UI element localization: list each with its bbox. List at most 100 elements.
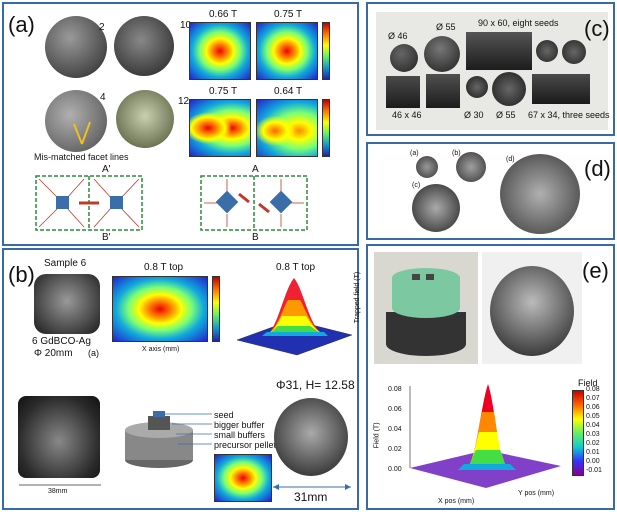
sample-photo-2b [114,16,174,76]
panel-e: (e) Field 0.08 0.07 0.06 0.05 0.04 0.03 … [366,244,615,510]
photo-number-10: 10 [180,20,192,31]
sample-caption-line1: 6 GdBCO-Ag [32,336,91,347]
sample-block-90x60 [466,32,532,70]
size-label-5: Ø 30 [464,110,484,120]
contour-colorbar [212,276,220,342]
legend-small-buffers: small buffers [214,430,265,440]
legend-val-3: 0.05 [586,413,600,420]
photo-number-4: 4 [100,92,106,103]
field-map-4 [256,99,318,157]
dimension-38mm-arrow [19,484,101,486]
field-title-4: 0.64 T [274,86,303,97]
sample-d-a [416,156,438,178]
field-title-1: 0.66 T [209,9,238,20]
surface-title: 0.8 T top [276,262,316,273]
sample-d-d [500,154,580,234]
panel-e-label: (e) [582,258,609,283]
field-map-3 [189,99,251,157]
samples-photo [376,12,608,130]
legend-val-7: 0.01 [586,449,600,456]
legend-precursor-pellet: precursor pellet [214,440,277,450]
legend-val-1: 0.07 [586,395,600,402]
field-colorbar-1 [322,22,330,80]
panel-c: (c) Ø 46 Ø 55 90 x 60, eight seeds 46 x … [366,2,615,136]
sample-disk-55b [492,72,526,106]
sample-38mm-photo [18,396,100,478]
size-label-4: 46 x 46 [392,110,422,120]
arrow-label-a-prime: A' [102,164,111,175]
panel-a-label: (a) [8,12,35,37]
sub-label-a: (a) [410,150,419,157]
z-axis-label: Field (T) [373,422,381,449]
small-field-map [214,454,272,502]
arrow-label-b: B [252,232,259,243]
sample-disk-46 [390,44,418,72]
z-axis-label: Trapped field (T) [354,271,362,324]
x-axis-label: X axis (mm) [142,346,180,353]
arrow-label-a: A [252,164,259,175]
sample-disk-30 [466,76,488,98]
field-map-1 [189,22,251,80]
facet-diagram-mismatched [35,175,143,231]
sample-caption-line2: Φ 20mm [34,348,73,359]
size-label-3: 90 x 60, eight seeds [478,18,559,28]
dimension-31mm-arrow [273,484,351,490]
legend-val-9: -0.01 [586,467,602,474]
facet-mismatch-arrows [73,121,91,145]
dimension-31mm: 31mm [294,490,328,504]
size-label-6: Ø 55 [496,110,516,120]
panel-a: (a) 2 4 10 0.66 T 0.75 T 12 0.75 T 0.64 … [2,2,359,246]
sample-6-photo [34,274,100,334]
trapped-field-contour-map [112,276,208,342]
z-tick-1: 0.06 [388,406,402,413]
sample-d-b [456,152,486,182]
size-label-2: Ø 55 [436,22,456,32]
spec-label: Φ31, H= 12.58 [276,378,355,392]
sub-label-a: (a) [88,348,99,358]
field-title-3: 0.75 T [209,86,238,97]
legend-val-6: 0.02 [586,440,600,447]
sample-block-46x46-b [426,74,460,108]
field-legend-bar [572,390,584,476]
mismatched-facet-annotation: Mis-matched facet lines [34,152,129,162]
sample-disk-small-2 [562,40,586,64]
sample-d-c [412,184,460,232]
size-label-7: 67 x 34, three seeds [528,110,610,120]
sub-label-d: (d) [506,156,515,163]
z-tick-3: 0.02 [388,446,402,453]
sample-title: Sample 6 [44,258,87,269]
sample-disk-small-1 [536,40,558,62]
grey-sample-photo [482,252,582,364]
panel-d: (d) (a) (b) (c) (d) [366,142,615,240]
green-sample-photo [374,252,478,364]
photo-number-12: 12 [178,96,190,107]
legend-leaders [164,413,212,445]
field-colorbar-2 [322,99,330,157]
map-title: 0.8 T top [144,262,184,273]
panel-c-label: (c) [584,16,610,41]
arrow-label-b-prime: B' [102,232,111,243]
trapped-field-surface-plot [236,278,353,356]
size-label-1: Ø 46 [388,31,408,41]
legend-val-0: 0.08 [586,386,600,393]
legend-val-8: 0.00 [586,458,600,465]
legend-val-5: 0.03 [586,431,600,438]
sample-photo-2 [45,16,107,78]
field-map-2 [256,22,318,80]
panel-d-label: (d) [584,156,611,181]
sample-disk-55 [424,36,460,72]
legend-title: Field [578,378,598,388]
panel-b-label: (b) [8,262,35,287]
z-tick-0: 0.08 [388,386,402,393]
sample-31mm-photo [274,398,348,476]
y-axis-label: Y pos (mm) [518,490,555,497]
z-tick-4: 0.00 [388,466,402,473]
legend-val-4: 0.04 [586,422,600,429]
sample-photo-12 [116,90,174,148]
panel-b: (b) Sample 6 6 GdBCO-Ag Φ 20mm (a) 0.8 T… [2,248,362,510]
sample-block-67x34 [532,74,590,104]
x-axis-label: X pos (mm) [438,498,475,505]
z-tick-2: 0.04 [388,426,402,433]
facet-diagram-matched [200,175,308,231]
sub-label-c: (c) [412,182,421,189]
